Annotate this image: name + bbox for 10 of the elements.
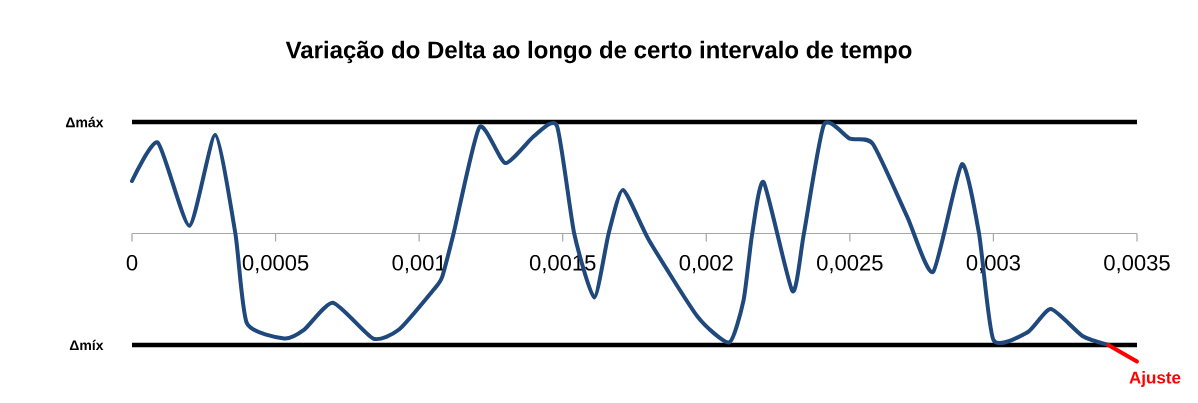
x-tick-label: 0,0005 (242, 255, 309, 274)
x-tick-label: 0,0025 (817, 255, 883, 274)
ref-line-label: Δmáx (65, 116, 104, 128)
x-tick-label: 0,002 (679, 255, 733, 274)
x-tick-label: 0,0035 (1104, 255, 1170, 274)
x-tick-label: 0 (126, 255, 138, 271)
ref-line-label: Δmíx (69, 339, 104, 351)
series-label: Ajuste (1129, 371, 1181, 387)
chart-title: Variação do Delta ao longo de certo intervalo de tempo (285, 40, 912, 64)
x-tick-label: 0,001 (392, 255, 446, 274)
